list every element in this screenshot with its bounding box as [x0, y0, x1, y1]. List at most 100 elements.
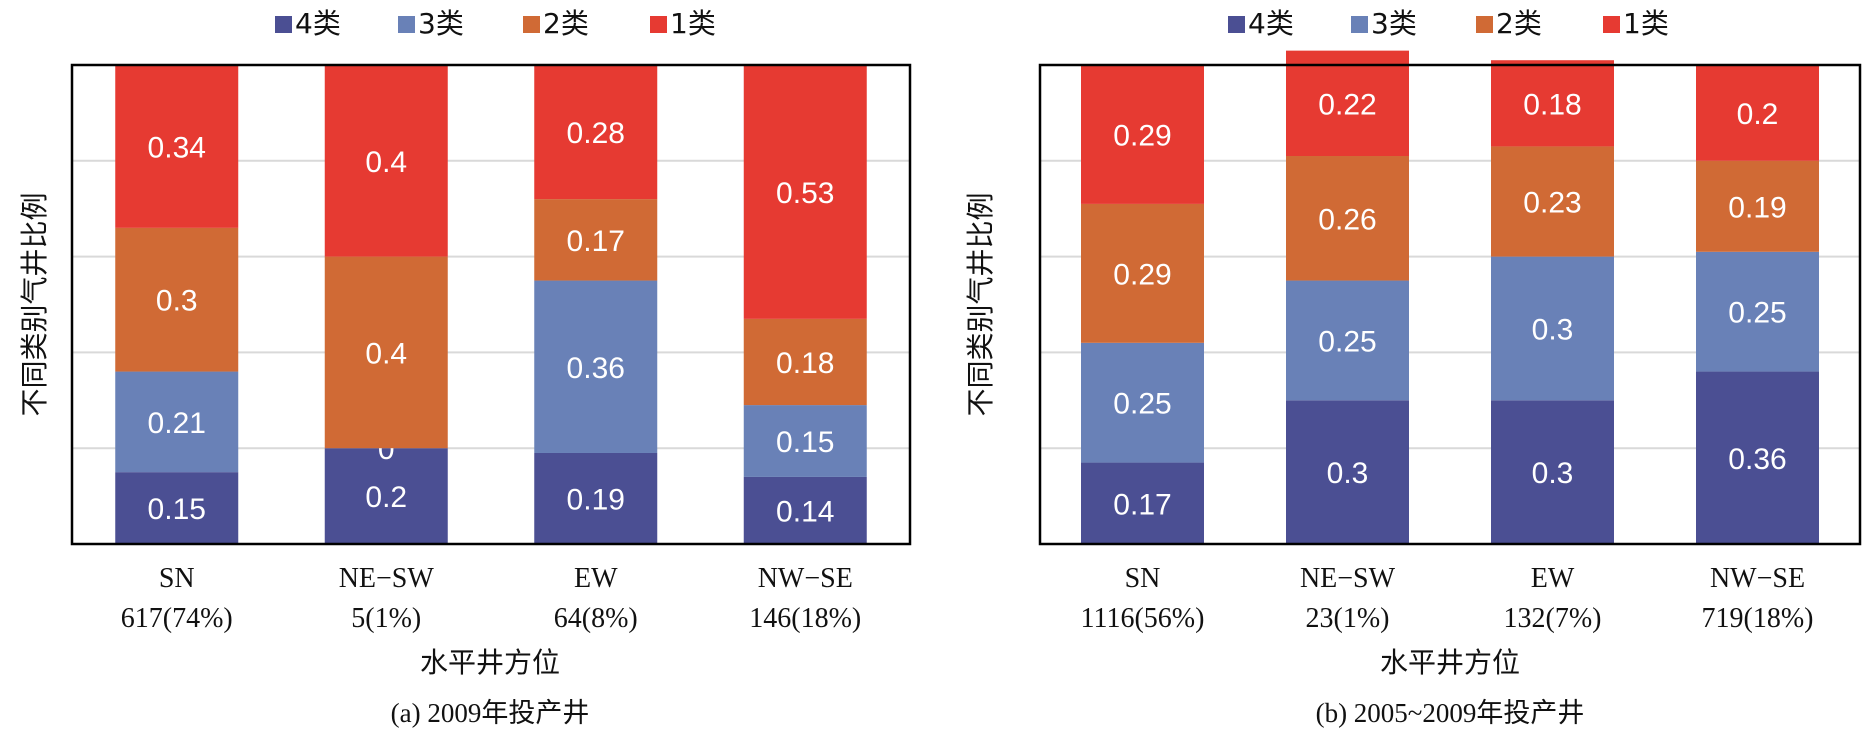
legend-label: 1类: [1623, 7, 1669, 40]
bar-segment: [743, 405, 867, 477]
legend-label: 2类: [543, 7, 589, 40]
data-label: 0.26: [1318, 203, 1376, 236]
data-label: 0.17: [1113, 488, 1171, 521]
data-label: 0.3: [1532, 457, 1574, 490]
data-label: 0.3: [1532, 313, 1574, 346]
data-label: 0.3: [156, 285, 198, 318]
bar-segment: [324, 256, 448, 449]
bar-segment: [115, 227, 239, 372]
x-tick-label: NW−SE: [758, 563, 853, 594]
x-tick-count: 719(18%): [1702, 603, 1814, 634]
legend-swatch: [398, 16, 415, 33]
data-label: 0.2: [1737, 98, 1779, 131]
data-label: 0.25: [1728, 297, 1786, 330]
x-tick-label: EW: [574, 563, 618, 594]
bar-segment: [324, 65, 448, 257]
bar-segment: [115, 371, 239, 473]
bar-segment: [1696, 371, 1819, 544]
bar-segment: [743, 476, 867, 544]
bar-segment: [324, 448, 448, 544]
chart-caption: (b) 2005~2009年投产井: [1316, 698, 1585, 728]
bar-segment: [1491, 256, 1614, 401]
data-label: 0.28: [567, 117, 625, 150]
bar-segment: [743, 318, 867, 406]
data-label: 0.36: [567, 352, 625, 385]
x-axis-label: 水平井方位: [420, 646, 560, 679]
data-label: 0.21: [148, 407, 206, 440]
chart-panel-a: 0.150.210.30.34SN617(74%)0.200.40.4NE−SW…: [18, 7, 912, 728]
plot-frame: [1038, 63, 1862, 546]
x-tick-count: 1116(56%): [1081, 603, 1205, 634]
data-label: 0.4: [365, 146, 407, 179]
bar-segment: [1286, 156, 1409, 281]
x-tick-count: 5(1%): [351, 603, 421, 634]
legend-label: 3类: [418, 7, 464, 40]
bar-segment: [1081, 342, 1204, 463]
legend-swatch: [650, 16, 667, 33]
legend-swatch: [1228, 16, 1245, 33]
x-tick-label: SN: [1125, 563, 1161, 594]
legend-label: 4类: [295, 7, 341, 40]
legend-label: 4类: [1248, 7, 1294, 40]
bar-segment: [534, 452, 658, 544]
legend-label: 1类: [670, 7, 716, 40]
legend: 4类 3类 2类 1类: [1228, 7, 1669, 40]
legend-swatch: [275, 16, 292, 33]
legend-label: 3类: [1371, 7, 1417, 40]
data-label: 0.18: [1523, 88, 1581, 121]
legend-swatch: [1351, 16, 1368, 33]
x-tick-count: 64(8%): [554, 603, 638, 634]
data-label: 0.29: [1113, 119, 1171, 152]
bar-segment: [1081, 65, 1204, 204]
data-label: 0.3: [1327, 457, 1369, 490]
y-axis-label: 不同类别气井比例: [18, 192, 51, 416]
data-label: 0.15: [776, 426, 834, 459]
data-label: 0.15: [148, 493, 206, 526]
bar-segment: [1696, 65, 1819, 161]
data-label: 0.14: [776, 495, 834, 528]
x-tick-count: 132(7%): [1504, 603, 1602, 634]
x-tick-count: 146(18%): [749, 603, 861, 634]
bar-segment: [1491, 60, 1614, 147]
bar-segment: [1491, 146, 1614, 257]
chart-panel-b: 0.17 0.25 0.29 0.29 SN 1116(56%) 0.3 0.25 0.26 0.…: [964, 7, 1862, 728]
data-label: 0.29: [1113, 258, 1171, 291]
data-label: 0.36: [1728, 443, 1786, 476]
legend-swatch: [523, 16, 540, 33]
data-label: 0.23: [1523, 187, 1581, 220]
x-tick-count: 617(74%): [121, 603, 233, 634]
data-label: 0.34: [148, 131, 206, 164]
data-label: 0.2: [365, 481, 407, 514]
bar-segment: [534, 65, 658, 200]
x-tick-label: NE−SW: [339, 563, 435, 594]
data-label: 0.4: [365, 337, 407, 370]
plot-frame: [70, 63, 912, 546]
x-tick-label: EW: [1531, 563, 1575, 594]
y-axis-label: 不同类别气井比例: [964, 192, 997, 416]
x-axis-label: 水平井方位: [1380, 646, 1520, 679]
legend-swatch: [1476, 16, 1493, 33]
bar-segment: [1286, 280, 1409, 401]
bar-segment: [1286, 400, 1409, 544]
data-label: 0.19: [567, 483, 625, 516]
data-label: 0.53: [776, 177, 834, 210]
x-tick-label: SN: [159, 563, 195, 594]
data-label: 0.22: [1318, 88, 1376, 121]
chart-caption: (a) 2009年投产井: [391, 698, 590, 728]
x-tick-label: NW−SE: [1710, 563, 1805, 594]
data-label: 0.25: [1318, 325, 1376, 358]
bar-segment: [1696, 251, 1819, 372]
bar-segment: [1491, 400, 1614, 544]
bar-segment: [534, 280, 658, 453]
bar-segment: [743, 65, 867, 319]
bar-segment: [1696, 160, 1819, 252]
x-tick-label: NE−SW: [1300, 563, 1396, 594]
data-label: 0.18: [776, 347, 834, 380]
bar-segment: [534, 199, 658, 281]
bar-segment: [115, 65, 239, 228]
data-label: 0.19: [1728, 191, 1786, 224]
legend: 4类 3类 2类 1类: [275, 7, 716, 40]
bar-segment: [1286, 50, 1409, 157]
legend-label: 2类: [1496, 7, 1542, 40]
